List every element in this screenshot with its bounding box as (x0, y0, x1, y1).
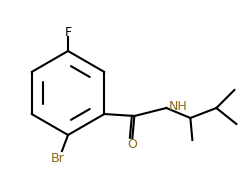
Text: NH: NH (168, 100, 187, 114)
Text: Br: Br (51, 152, 65, 165)
Text: O: O (127, 139, 137, 152)
Text: F: F (64, 26, 71, 39)
